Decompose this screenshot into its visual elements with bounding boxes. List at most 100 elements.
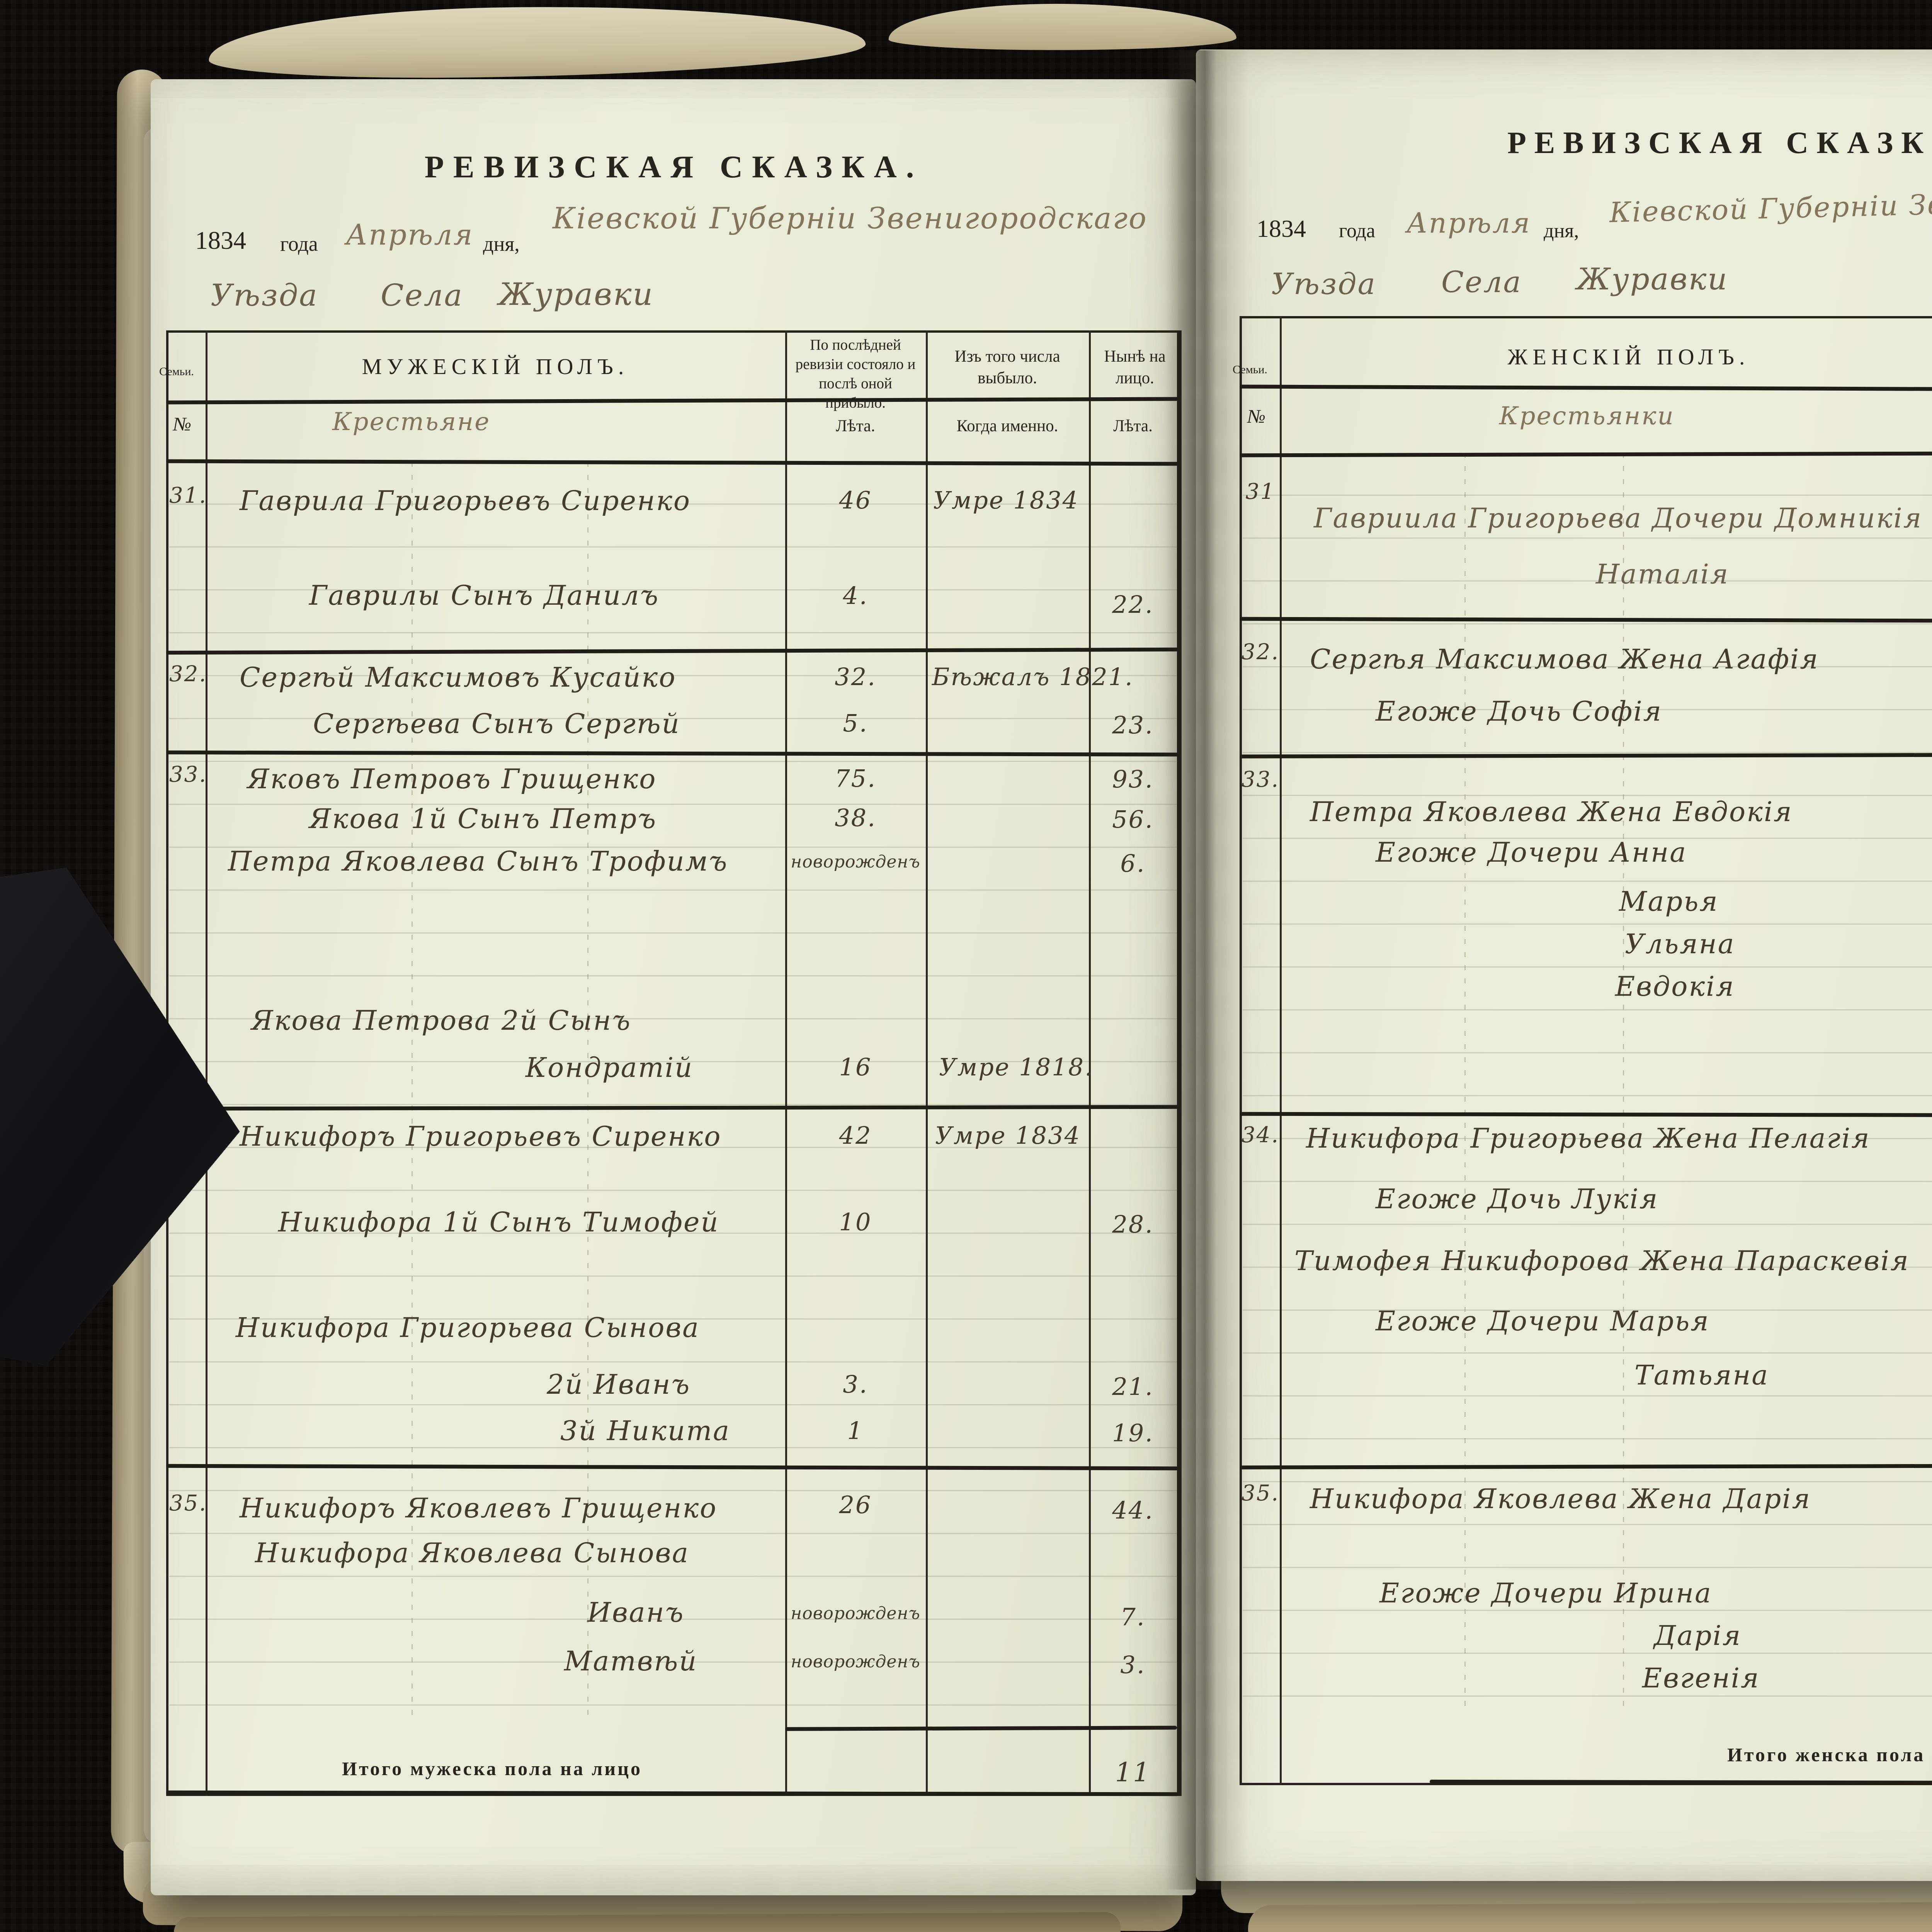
selo-name-right: Журавки xyxy=(1577,262,1728,297)
guide-line-right-1 xyxy=(1464,453,1466,1709)
age-now: 44. xyxy=(1112,1496,1154,1524)
col-line-left-3 xyxy=(926,330,928,1796)
age-prev: 26 xyxy=(839,1491,872,1519)
day-label-right: дня, xyxy=(1544,220,1579,242)
departed-when: Умре 1818. xyxy=(939,1053,1094,1081)
age-prev: 16 xyxy=(839,1053,872,1081)
family-number: 32. xyxy=(169,662,207,687)
col-prev-left: По послѣдней ревизіи состояло и послѣ он… xyxy=(795,337,916,411)
selo-label-left: Села xyxy=(381,278,464,313)
col-line-left-1 xyxy=(206,330,207,1796)
month-left: Апрѣля xyxy=(346,218,474,252)
family-number: 32. xyxy=(1241,639,1280,665)
record-name: Никифора Яковлева Жена Дарія xyxy=(1310,1483,1811,1515)
num-sign-left: № xyxy=(173,413,192,435)
uezd-right: Уѣзда xyxy=(1271,267,1376,301)
age-prev: 32. xyxy=(835,663,876,691)
family-number: 35. xyxy=(1241,1481,1280,1506)
col-line-right-1 xyxy=(1280,316,1282,1785)
guide-line-right-2 xyxy=(1623,453,1624,1709)
record-name: Кондратій xyxy=(526,1052,694,1083)
age-prev: новорожденъ xyxy=(791,852,920,872)
record-name: Сергѣева Сынъ Сергѣй xyxy=(313,708,680,740)
col-out-left: Изъ того числа выбыло. xyxy=(954,347,1060,387)
year-label-right: года xyxy=(1339,220,1376,242)
page-stack-edge-bottom-5 xyxy=(1248,1901,1932,1932)
record-name: Якова 1й Сынъ Петръ xyxy=(309,803,657,835)
age-now: 56. xyxy=(1112,805,1154,833)
total-label-right: Итого женска пола на лицо xyxy=(1727,1744,1932,1765)
section-label-right: Крестьянки xyxy=(1499,402,1675,430)
col-out-sub-left: Когда именно. xyxy=(956,417,1058,435)
record-name: Матвѣй xyxy=(564,1645,698,1677)
record-name: Никифоръ Яковлевъ Грищенко xyxy=(240,1492,718,1524)
col-now-sub-left: Лѣта. xyxy=(1113,417,1153,435)
guide-line-left-2 xyxy=(587,462,588,1718)
day-label-left: дня, xyxy=(483,232,520,255)
record-name: Егоже Дочь Лукія xyxy=(1376,1183,1659,1215)
year-right: 1834 xyxy=(1257,215,1306,242)
title-left: РЕВИЗСКАЯ СКАЗКА. xyxy=(424,149,923,184)
record-name: Петра Яковлева Жена Евдокія xyxy=(1310,796,1793,828)
table-ruling-right xyxy=(1243,453,1932,1709)
year-label-left: года xyxy=(280,232,318,255)
col-line-left-4 xyxy=(1089,330,1091,1796)
record-name: Иванъ xyxy=(587,1597,685,1628)
table-right-border-left xyxy=(1177,330,1180,1796)
family-number: 33. xyxy=(169,762,207,787)
total-label-left: Итого мужеска пола на лицо xyxy=(342,1758,642,1779)
uezd-left: Уѣзда xyxy=(211,278,318,313)
col-sex-right: ЖЕНСКІЙ ПОЛЪ. xyxy=(1507,344,1750,369)
table-frame-right xyxy=(1240,316,1932,1785)
record-name: Егоже Дочери Ирина xyxy=(1379,1577,1712,1609)
record-name: Сергѣй Максимовъ Кусайко xyxy=(240,662,677,693)
record-name: 2й Иванъ xyxy=(547,1369,691,1400)
age-now: 93. xyxy=(1112,765,1154,793)
col-prev-sub-left: Лѣта. xyxy=(836,417,875,435)
record-name: Егоже Дочери Марья xyxy=(1376,1305,1710,1337)
record-name: Якова Петрова 2й Сынъ xyxy=(251,1005,631,1036)
departed-when: Умре 1834 xyxy=(935,1121,1081,1150)
num-sign-right: № xyxy=(1247,405,1266,427)
record-name: Гаврилы Сынъ Данилъ xyxy=(309,580,660,611)
record-name: Егоже Дочери Анна xyxy=(1376,837,1687,868)
month-right: Апрѣля xyxy=(1406,207,1531,239)
family-number: 33. xyxy=(1241,767,1280,792)
page-stack-edge-top-center xyxy=(888,2,1237,52)
selo-label-right: Села xyxy=(1441,265,1522,299)
record-name: Марья xyxy=(1619,886,1719,917)
col-family-left: Семьи. xyxy=(159,365,194,378)
title-right: РЕВИЗСКАЯ СКАЗКА. xyxy=(1507,126,1932,160)
record-name: Никифоръ Григорьевъ Сиренко xyxy=(240,1121,722,1152)
age-prev: 46 xyxy=(839,486,872,514)
age-prev: 5. xyxy=(843,709,868,737)
family-number: 34. xyxy=(1241,1122,1280,1148)
record-name: Дарія xyxy=(1654,1620,1742,1651)
col-family-right: Семьи. xyxy=(1233,363,1267,376)
age-prev: 38. xyxy=(835,804,876,832)
record-name: Гаврила Григорьевъ Сиренко xyxy=(240,485,691,517)
record-name: Наталія xyxy=(1596,558,1730,590)
col-line-left-2 xyxy=(785,330,787,1796)
table-ruling-left xyxy=(169,462,1177,1721)
page-stack-edge-top-left xyxy=(208,2,866,81)
record-name: Егоже Дочь Софія xyxy=(1376,696,1663,727)
age-prev: 42 xyxy=(839,1121,872,1150)
record-name: Никифора Григорьева Сынова xyxy=(236,1312,700,1344)
age-prev: 75. xyxy=(835,764,876,793)
col-now-left: Нынѣ на лицо. xyxy=(1104,347,1166,387)
age-prev: новорожденъ xyxy=(791,1652,920,1672)
family-number: 31 xyxy=(1245,479,1276,504)
left-page xyxy=(151,79,1196,1895)
record-name: Никифора Григорьева Жена Пелагія xyxy=(1306,1122,1871,1154)
age-prev: 3. xyxy=(843,1370,868,1398)
family-number: 35. xyxy=(169,1491,207,1516)
record-name: Яковъ Петровъ Грищенко xyxy=(247,763,657,795)
record-name: Сергѣя Максимова Жена Агафія xyxy=(1310,643,1819,675)
age-prev: 4. xyxy=(843,582,868,610)
year-left: 1834 xyxy=(195,226,246,255)
family-number: 31. xyxy=(169,483,207,508)
total-value-left: 11 xyxy=(1115,1757,1151,1788)
province-left: Кіевской Губерніи Звенигородскаго xyxy=(553,201,1148,235)
